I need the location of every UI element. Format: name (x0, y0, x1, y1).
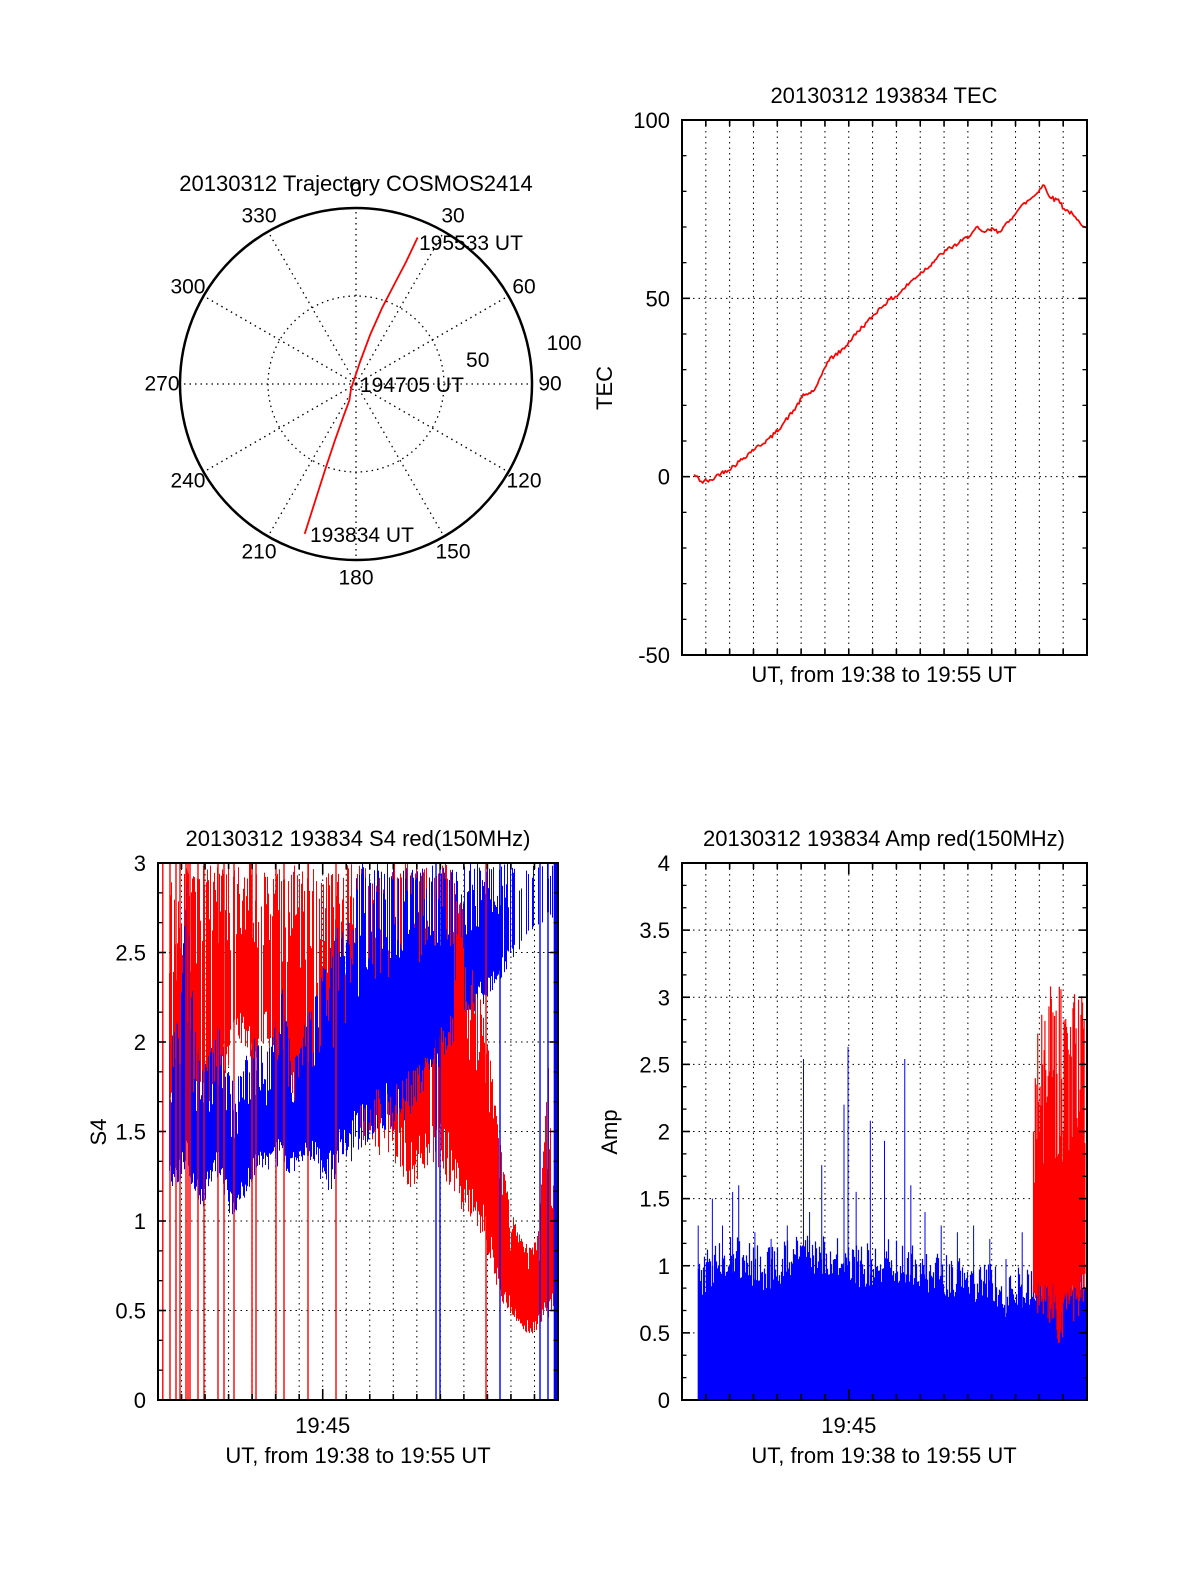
s4-canvas: 0 0.5 1 1.5 2 2.5 3 (115, 851, 559, 1413)
polar-outer-ring (178, 206, 534, 562)
y-tick-label: 3 (658, 985, 670, 1010)
polar-inner-ring (267, 295, 445, 473)
tec-xlabel: UT, from 19:38 to 19:55 UT (751, 662, 1016, 687)
y-tick-label: 50 (646, 286, 670, 311)
polar-azimuth-label: 90 (538, 373, 561, 396)
polar-azimuth-label: 270 (144, 373, 179, 396)
amp-plot: 20130312 193834 Amp red(150MHz) Amp 0 0.5… (597, 826, 1088, 1468)
amp-canvas: 0 0.5 1 1.5 2 2.5 3 3.5 4 (639, 851, 1088, 1413)
y-tick-label: 2.5 (639, 1052, 670, 1077)
polar-spoke (355, 231, 445, 385)
polar-spoke (267, 231, 357, 385)
polar-azimuth-label: 330 (241, 204, 276, 227)
amp-series-blue (697, 1235, 1088, 1400)
s4-xlabel: UT, from 19:38 to 19:55 UT (225, 1443, 490, 1468)
tec-title: 20130312 193834 TEC (770, 83, 997, 108)
polar-azimuth-label: 30 (441, 204, 464, 227)
y-tick-label: 100 (633, 108, 670, 133)
polar-spoke (355, 295, 509, 385)
polar-azimuth-label: 180 (338, 567, 373, 590)
s4-title: 20130312 193834 S4 red(150MHz) (186, 826, 531, 851)
y-tick-label: 2 (658, 1120, 670, 1145)
y-tick-label: 0 (134, 1388, 146, 1413)
polar-spoke (267, 383, 357, 537)
trajectory-annotation-mid-time: 194705 UT (360, 374, 464, 397)
y-tick-label: 4 (658, 851, 670, 876)
y-tick-label: 1.5 (639, 1187, 670, 1212)
amp-ylabel: Amp (597, 1109, 622, 1154)
amp-xlabel: UT, from 19:38 to 19:55 UT (751, 1443, 1016, 1468)
trajectory-annotation-end-time: 195533 UT (419, 232, 523, 255)
y-tick-label: 1.5 (115, 1120, 146, 1145)
polar-radial-label: 50 (466, 349, 489, 372)
tec-series-line (693, 184, 1087, 484)
amp-xtick-label: 19:45 (821, 1413, 876, 1438)
amp-blue-spikes (697, 1046, 1072, 1400)
y-tick-label: 2.5 (115, 941, 146, 966)
polar-spoke (203, 295, 357, 385)
polar-azimuth-label: 150 (435, 541, 470, 564)
trajectory-annotation-start-time: 193834 UT (310, 524, 414, 547)
y-tick-label: 0.5 (639, 1321, 670, 1346)
y-tick-label: 2 (134, 1030, 146, 1055)
amp-title: 20130312 193834 Amp red(150MHz) (703, 826, 1065, 851)
tec-plot: 20130312 193834 TEC TEC -50 0 50 100 UT, fr… (592, 83, 1088, 687)
amp-series-red-burst (1032, 986, 1086, 1344)
s4-dropout-lines (162, 863, 558, 1400)
s4-ylabel: S4 (86, 1119, 111, 1146)
trajectory-path (303, 237, 419, 535)
y-tick-label: 0.5 (115, 1299, 146, 1324)
trajectory-title: 20130312 Trajectory COSMOS2414 (179, 171, 532, 196)
y-tick-label: 3.5 (639, 918, 670, 943)
polar-azimuth-label: 60 (512, 276, 535, 299)
y-tick-label: 0 (658, 465, 670, 490)
trajectory-polar-plot: 20130312 Trajectory COSMOS2414 0 30 60 90 12… (144, 171, 581, 590)
s4-plot: 20130312 193834 S4 red(150MHz) S4 0 0.5 1 1… (86, 826, 559, 1468)
tec-ylabel: TEC (592, 366, 617, 410)
polar-azimuth-label: 0 (350, 179, 362, 202)
polar-spoke (355, 383, 509, 473)
polar-azimuth-label: 210 (241, 541, 276, 564)
polar-azimuth-label: 240 (170, 470, 205, 493)
trajectory-canvas: 0 30 60 90 120 150 180 210 240 270 300 330 50 100 (144, 179, 581, 590)
y-tick-label: -50 (638, 643, 670, 668)
polar-spoke (355, 383, 445, 537)
y-tick-label: 0 (658, 1388, 670, 1413)
tec-canvas: -50 0 50 100 (633, 108, 1088, 668)
y-tick-label: 1 (658, 1254, 670, 1279)
y-tick-label: 3 (134, 851, 146, 876)
polar-spoke (203, 383, 357, 473)
y-tick-label: 1 (134, 1209, 146, 1234)
polar-azimuth-label: 120 (506, 470, 541, 493)
polar-radial-label: 100 (547, 332, 582, 355)
axes-border (681, 119, 1088, 656)
polar-azimuth-label: 300 (170, 276, 205, 299)
s4-xtick-label: 19:45 (295, 1413, 350, 1438)
